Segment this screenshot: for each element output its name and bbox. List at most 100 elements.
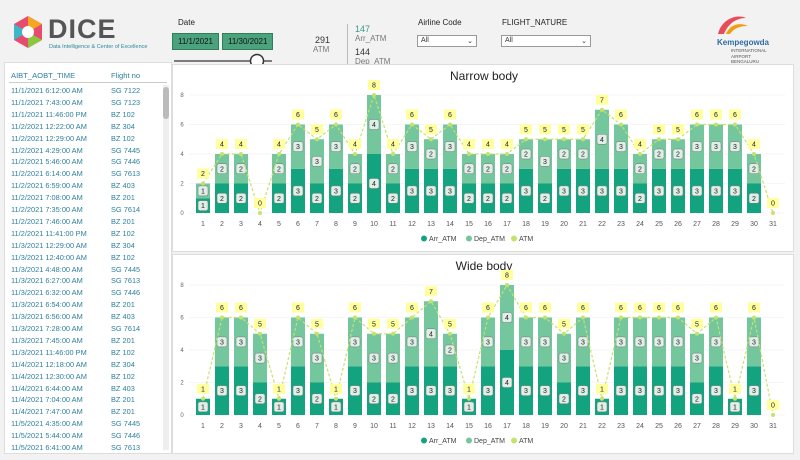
data-label: 6 (714, 305, 718, 312)
label-box (197, 200, 209, 211)
data-label: 3 (619, 188, 623, 195)
table-cell: SG 7446 (111, 157, 141, 167)
y-tick-label: 2 (180, 381, 184, 387)
label-box (349, 302, 361, 313)
table-cell: 11/1/2021 7:43:00 AM (11, 97, 83, 107)
data-label: 2 (486, 166, 490, 173)
data-label: 3 (638, 388, 642, 395)
data-label: 7 (600, 97, 604, 104)
label-box (501, 377, 513, 388)
x-tick-label: 8 (334, 423, 338, 430)
dropdown[interactable]: All ⌄ (417, 35, 477, 47)
table-cell: 11/2/2021 5:46:00 AM (11, 157, 83, 167)
label-box (691, 109, 703, 120)
label-box (577, 124, 589, 135)
airport-subtitle: INTERNATIONAL AIRPORT BENGALURU (731, 48, 767, 64)
data-label: 3 (391, 356, 395, 363)
date-input[interactable]: 11/30/2021 (222, 33, 274, 50)
table-row[interactable]: 11/3/2021 12:29:00 AM BZ 304 (11, 241, 135, 250)
x-tick-label: 12 (408, 221, 416, 228)
data-label: 3 (752, 339, 756, 346)
table-row[interactable]: 11/3/2021 6:56:00 AM BZ 403 (11, 312, 135, 321)
table-row[interactable]: 11/2/2021 7:46:00 AM BZ 201 (11, 217, 135, 226)
data-label: 1 (733, 386, 737, 393)
line-point (676, 315, 680, 320)
label-box (216, 163, 228, 174)
data-label: 2 (695, 396, 699, 403)
kpi-value: 147 (355, 24, 371, 34)
label-box (482, 193, 494, 204)
table-row[interactable]: 11/2/2021 4:29:00 AM SG 7445 (11, 146, 140, 155)
data-label: 3 (334, 188, 338, 195)
data-label: 5 (524, 127, 528, 134)
table-cell: 11/3/2021 4:48:00 AM (11, 264, 83, 274)
table-cell: 11/2/2021 12:29:00 AM (11, 133, 87, 143)
scrollbar[interactable] (163, 85, 169, 450)
dropdown[interactable]: All ⌄ (501, 35, 591, 47)
line-point (201, 396, 205, 401)
label-box (235, 139, 247, 149)
label-box (634, 336, 646, 348)
label-box (596, 94, 608, 105)
data-label: 6 (296, 305, 300, 312)
table-cell: 11/3/2021 12:40:00 AM (11, 252, 87, 262)
table-row[interactable]: 11/3/2021 6:32:00 AM SG 7446 (11, 288, 140, 297)
table-row[interactable]: 11/4/2021 7:47:00 AM BZ 201 (11, 407, 135, 416)
table-row[interactable]: 11/3/2021 6:27:00 AM SG 7613 (11, 276, 140, 285)
table-row[interactable]: 11/1/2021 6:12:00 AM SG 7122 (11, 86, 140, 95)
table-row[interactable]: 11/3/2021 7:45:00 AM BZ 201 (11, 336, 135, 345)
table-row[interactable]: 11/1/2021 7:43:00 AM SG 7123 (11, 97, 140, 107)
x-tick-label: 26 (674, 423, 682, 430)
legend-label: ATM (519, 438, 533, 445)
table-row[interactable]: 11/2/2021 11:41:00 PM BZ 102 (11, 229, 135, 238)
label-box (197, 383, 209, 394)
line-point (296, 315, 300, 320)
table-row[interactable]: 11/2/2021 7:08:00 AM BZ 201 (11, 193, 135, 202)
table-row[interactable]: 11/3/2021 11:46:00 PM BZ 102 (11, 348, 135, 357)
line-point (695, 122, 699, 127)
y-tick-label: 4 (180, 152, 184, 158)
label-box (615, 302, 627, 313)
date-input[interactable]: 11/1/2021 (172, 33, 219, 50)
label-box (387, 393, 399, 404)
table-row[interactable]: 11/2/2021 6:14:00 AM SG 7613 (11, 169, 140, 178)
label-box (596, 383, 608, 394)
table-row[interactable]: 11/2/2021 12:22:00 AM BZ 304 (11, 122, 135, 131)
label-box (197, 185, 209, 197)
table-row[interactable]: 11/4/2021 12:30:00 AM BZ 102 (11, 372, 135, 381)
table-row[interactable]: 11/2/2021 5:46:00 AM SG 7446 (11, 157, 140, 167)
label-box (387, 193, 399, 204)
table-row[interactable]: 11/5/2021 4:35:00 AM SG 7445 (11, 419, 140, 428)
table-row[interactable]: 11/4/2021 6:44:00 AM BZ 403 (11, 384, 135, 393)
table-row[interactable]: 11/2/2021 6:59:00 AM BZ 403 (11, 181, 135, 190)
label-box (273, 193, 285, 204)
data-label: 3 (714, 388, 718, 395)
line-point (505, 283, 509, 287)
x-tick-label: 28 (712, 423, 720, 430)
label-box (311, 156, 323, 167)
chart-title: Wide body (456, 259, 513, 273)
table-row[interactable]: 11/3/2021 6:54:00 AM BZ 201 (11, 300, 135, 309)
table-row[interactable]: 11/2/2021 7:35:00 AM SG 7614 (11, 205, 140, 214)
data-label: 1 (334, 404, 338, 411)
x-tick-label: 4 (258, 423, 262, 430)
table-row[interactable]: 11/5/2021 6:41:00 AM SG 7613 (11, 443, 140, 452)
table-row[interactable]: 11/4/2021 12:18:00 AM BZ 304 (11, 360, 135, 369)
data-label: 2 (258, 396, 262, 403)
line-point (600, 396, 604, 401)
table-row[interactable]: 11/3/2021 7:28:00 AM SG 7614 (11, 324, 140, 333)
data-label: 2 (315, 396, 319, 403)
table-row[interactable]: 11/2/2021 12:29:00 AM BZ 102 (11, 133, 135, 143)
data-label: 5 (581, 127, 585, 134)
table-row[interactable]: 11/3/2021 4:48:00 AM SG 7445 (11, 264, 140, 274)
table-row[interactable]: 11/1/2021 11:46:00 PM BZ 102 (11, 110, 135, 119)
label-box (444, 185, 456, 197)
table-row[interactable]: 11/4/2021 7:04:00 AM BZ 201 (11, 395, 135, 404)
x-tick-label: 7 (315, 423, 319, 430)
data-label: 2 (353, 196, 357, 203)
table-row[interactable]: 11/3/2021 12:40:00 AM BZ 102 (11, 252, 135, 262)
label-box (254, 352, 266, 364)
legend-marker (511, 235, 517, 242)
table-row[interactable]: 11/5/2021 5:44:00 AM SG 7446 (11, 431, 140, 440)
logo-subtitle: Data Intelligence & Center of Excellence (49, 44, 148, 50)
